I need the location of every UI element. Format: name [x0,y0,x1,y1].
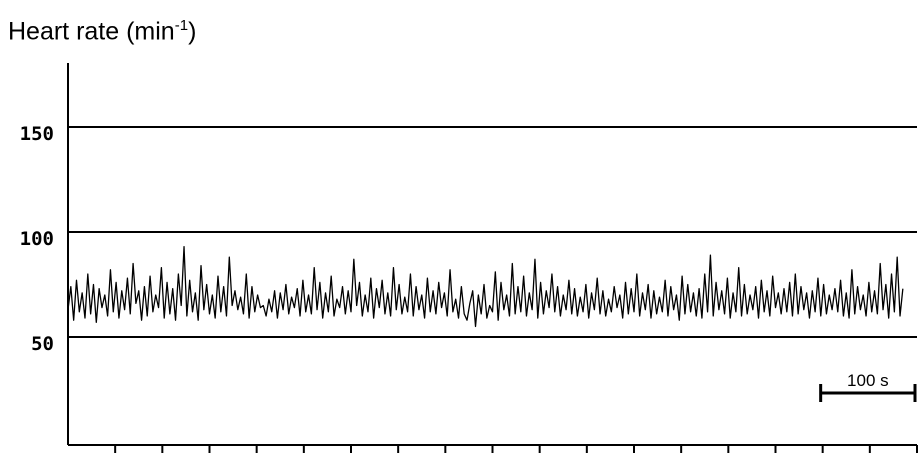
y-tick-label-150: 150 [20,123,54,145]
y-axis-title-text: Heart rate (min [8,17,175,46]
y-axis-title-superscript: -1 [174,17,189,34]
scale-bar: 100 s [819,371,917,402]
y-axis-title: Heart rate (min-1) [8,18,196,44]
y-tick-label-100: 100 [20,228,54,250]
gridlines [68,126,917,338]
scale-bar-label: 100 s [847,371,889,390]
heart-rate-trace [67,246,904,328]
x-ticks [114,445,918,453]
y-axis-title-close: ) [188,17,197,46]
y-tick-label-50: 50 [31,333,54,355]
y-tick-labels: 150 100 50 [20,123,54,355]
